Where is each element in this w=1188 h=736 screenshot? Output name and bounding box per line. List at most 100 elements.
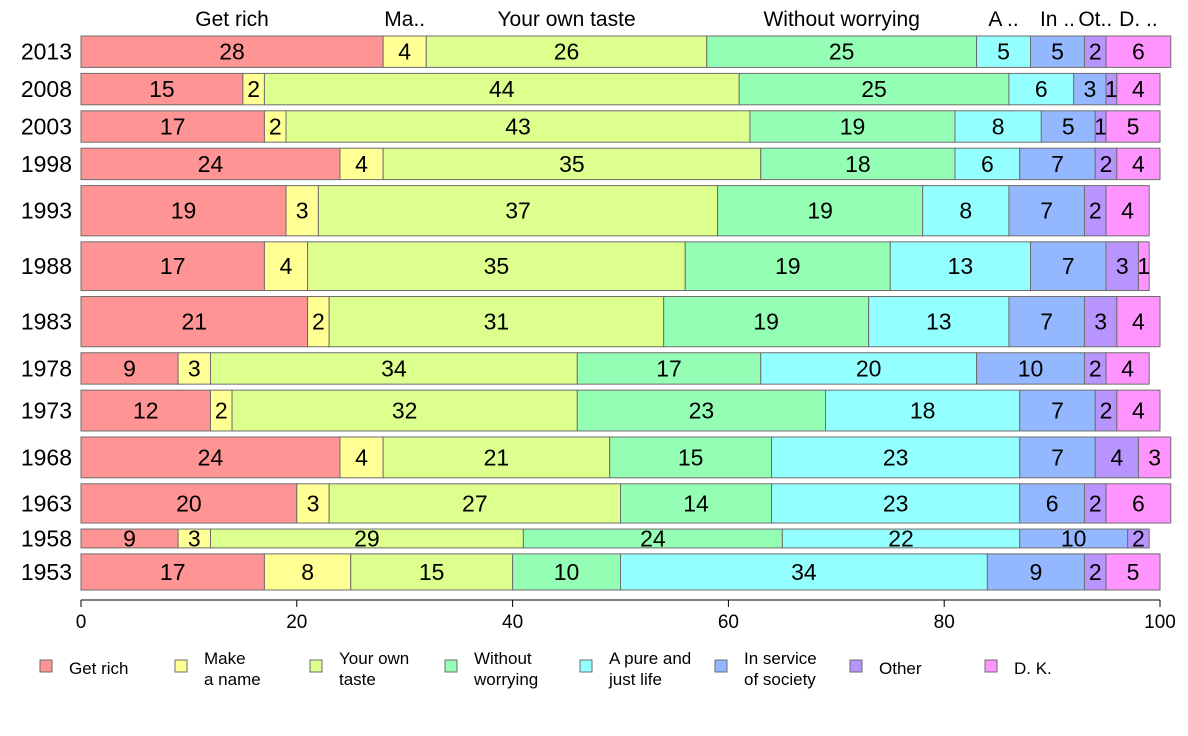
bar-segment bbox=[80, 110, 265, 143]
series-top-label: Ot.. bbox=[1078, 8, 1112, 31]
bar-value-label: 10 bbox=[1061, 525, 1087, 551]
bar-value-label: 10 bbox=[554, 559, 580, 585]
bar-segment bbox=[1116, 296, 1161, 348]
bar-value-label: 19 bbox=[753, 309, 779, 335]
bar-segment bbox=[1105, 352, 1150, 385]
bar-value-label: 19 bbox=[840, 114, 866, 140]
bar-value-label: 3 bbox=[1094, 309, 1107, 335]
bar-value-label: 4 bbox=[280, 253, 293, 279]
bar-value-label: 1 bbox=[1137, 253, 1150, 279]
bar-value-label: 5 bbox=[1127, 559, 1140, 585]
bar-segment bbox=[80, 241, 265, 292]
bar-segment bbox=[1008, 72, 1075, 106]
legend-swatch bbox=[174, 659, 188, 673]
bar-value-label: 24 bbox=[640, 525, 666, 551]
series-top-label: D. .. bbox=[1119, 8, 1158, 31]
bar-row-2003: 17 2 43 19 8 5 1 5 bbox=[80, 110, 1161, 143]
bar-value-label: 3 bbox=[188, 525, 201, 551]
bar-segment bbox=[209, 352, 578, 385]
bar-segment bbox=[307, 241, 686, 292]
bar-segment bbox=[382, 436, 611, 479]
bar-value-label: 3 bbox=[307, 490, 320, 516]
bar-value-label: 6 bbox=[1132, 490, 1145, 516]
bar-row-1953: 17 8 15 10 34 9 2 5 bbox=[80, 553, 1161, 591]
legend-swatch bbox=[984, 659, 998, 673]
bar-value-label: 19 bbox=[775, 253, 801, 279]
bar-segment bbox=[80, 553, 265, 591]
bar-value-label: 1 bbox=[1105, 76, 1118, 102]
x-tick-label: 20 bbox=[286, 612, 307, 633]
y-tick-label: 1973 bbox=[21, 398, 72, 424]
bar-value-label: 7 bbox=[1051, 151, 1064, 177]
x-axis: 0 20 40 60 80 100 bbox=[76, 599, 1176, 633]
bar-segment bbox=[620, 553, 988, 591]
legend-item: D. K. bbox=[984, 659, 1052, 678]
x-tick-label: 40 bbox=[502, 612, 523, 633]
bar-segment bbox=[80, 352, 179, 385]
series-top-label: Ma.. bbox=[384, 8, 425, 31]
bar-segment bbox=[263, 72, 740, 106]
bar-segment bbox=[1137, 436, 1172, 479]
bar-value-label: 20 bbox=[176, 490, 202, 516]
bar-segment bbox=[1083, 296, 1118, 348]
bar-value-label: 9 bbox=[123, 355, 136, 381]
series-top-label: A .. bbox=[988, 8, 1018, 31]
y-axis: 2013 2008 2003 1998 1993 1988 1983 1978 1973 1968… bbox=[21, 39, 72, 585]
bar-value-label: 3 bbox=[296, 198, 309, 224]
y-tick-label: 1988 bbox=[21, 253, 72, 279]
bar-segment bbox=[1105, 35, 1172, 68]
bar-value-label: 5 bbox=[1051, 39, 1064, 65]
bar-value-label: 3 bbox=[1116, 253, 1129, 279]
bar-row-1998: 24 4 35 18 6 7 2 4 bbox=[80, 147, 1161, 181]
bar-value-label: 2 bbox=[1100, 151, 1113, 177]
bar-segment bbox=[576, 352, 762, 385]
bar-value-label: 19 bbox=[807, 198, 833, 224]
bar-value-label: 21 bbox=[484, 444, 510, 470]
legend-item: Other bbox=[849, 659, 922, 678]
bar-value-label: 23 bbox=[689, 398, 715, 424]
y-tick-label: 2003 bbox=[21, 114, 72, 140]
bar-segment bbox=[663, 296, 870, 348]
bar-value-label: 17 bbox=[160, 114, 186, 140]
bar-value-label: 18 bbox=[910, 398, 936, 424]
bar-value-label: 4 bbox=[1110, 444, 1123, 470]
legend-item: A pure and just life bbox=[579, 649, 691, 689]
bar-row-2008: 15 2 44 25 6 3 1 4 bbox=[80, 72, 1161, 106]
bar-value-label: 7 bbox=[1062, 253, 1075, 279]
bar-value-label: 2 bbox=[1089, 559, 1102, 585]
bar-value-label: 2 bbox=[215, 398, 228, 424]
bar-value-label: 6 bbox=[981, 151, 994, 177]
bar-value-label: 4 bbox=[1132, 76, 1145, 102]
bar-segment bbox=[1019, 483, 1085, 524]
bar-segment bbox=[738, 72, 1010, 106]
bar-value-label: 2 bbox=[247, 76, 260, 102]
bar-value-label: 4 bbox=[1121, 355, 1134, 381]
bar-segment bbox=[1105, 185, 1150, 237]
legend-swatch bbox=[309, 659, 323, 673]
bar-segment bbox=[382, 147, 762, 181]
bar-value-label: 17 bbox=[160, 559, 186, 585]
bar-segment bbox=[1116, 72, 1161, 106]
bar-segment bbox=[825, 389, 1021, 432]
bar-row-1978: 9 3 34 17 20 10 2 4 bbox=[80, 352, 1150, 385]
y-tick-label: 2013 bbox=[21, 39, 72, 65]
bar-segment bbox=[285, 185, 319, 237]
legend-label: D. K. bbox=[1014, 659, 1052, 678]
series-top-labels: Get rich Ma.. Your own taste Without worryi… bbox=[195, 8, 1157, 31]
bar-row-1958: 9 3 29 24 22 10 2 bbox=[80, 525, 1150, 551]
bar-segment bbox=[80, 35, 384, 68]
bar-value-label: 4 bbox=[398, 39, 411, 65]
bar-segment bbox=[1073, 72, 1107, 106]
y-tick-label: 1953 bbox=[21, 559, 72, 585]
bar-segment bbox=[771, 436, 1021, 479]
bar-value-label: 15 bbox=[149, 76, 175, 102]
bar-value-label: 25 bbox=[829, 39, 855, 65]
bar-value-label: 9 bbox=[1030, 559, 1043, 585]
bar-segment bbox=[1127, 528, 1150, 549]
legend-item: Your own taste bbox=[309, 649, 409, 689]
bar-segment bbox=[976, 352, 1085, 385]
bar-segment bbox=[425, 35, 708, 68]
bar-value-label: 18 bbox=[845, 151, 871, 177]
bar-segment bbox=[1105, 553, 1161, 591]
